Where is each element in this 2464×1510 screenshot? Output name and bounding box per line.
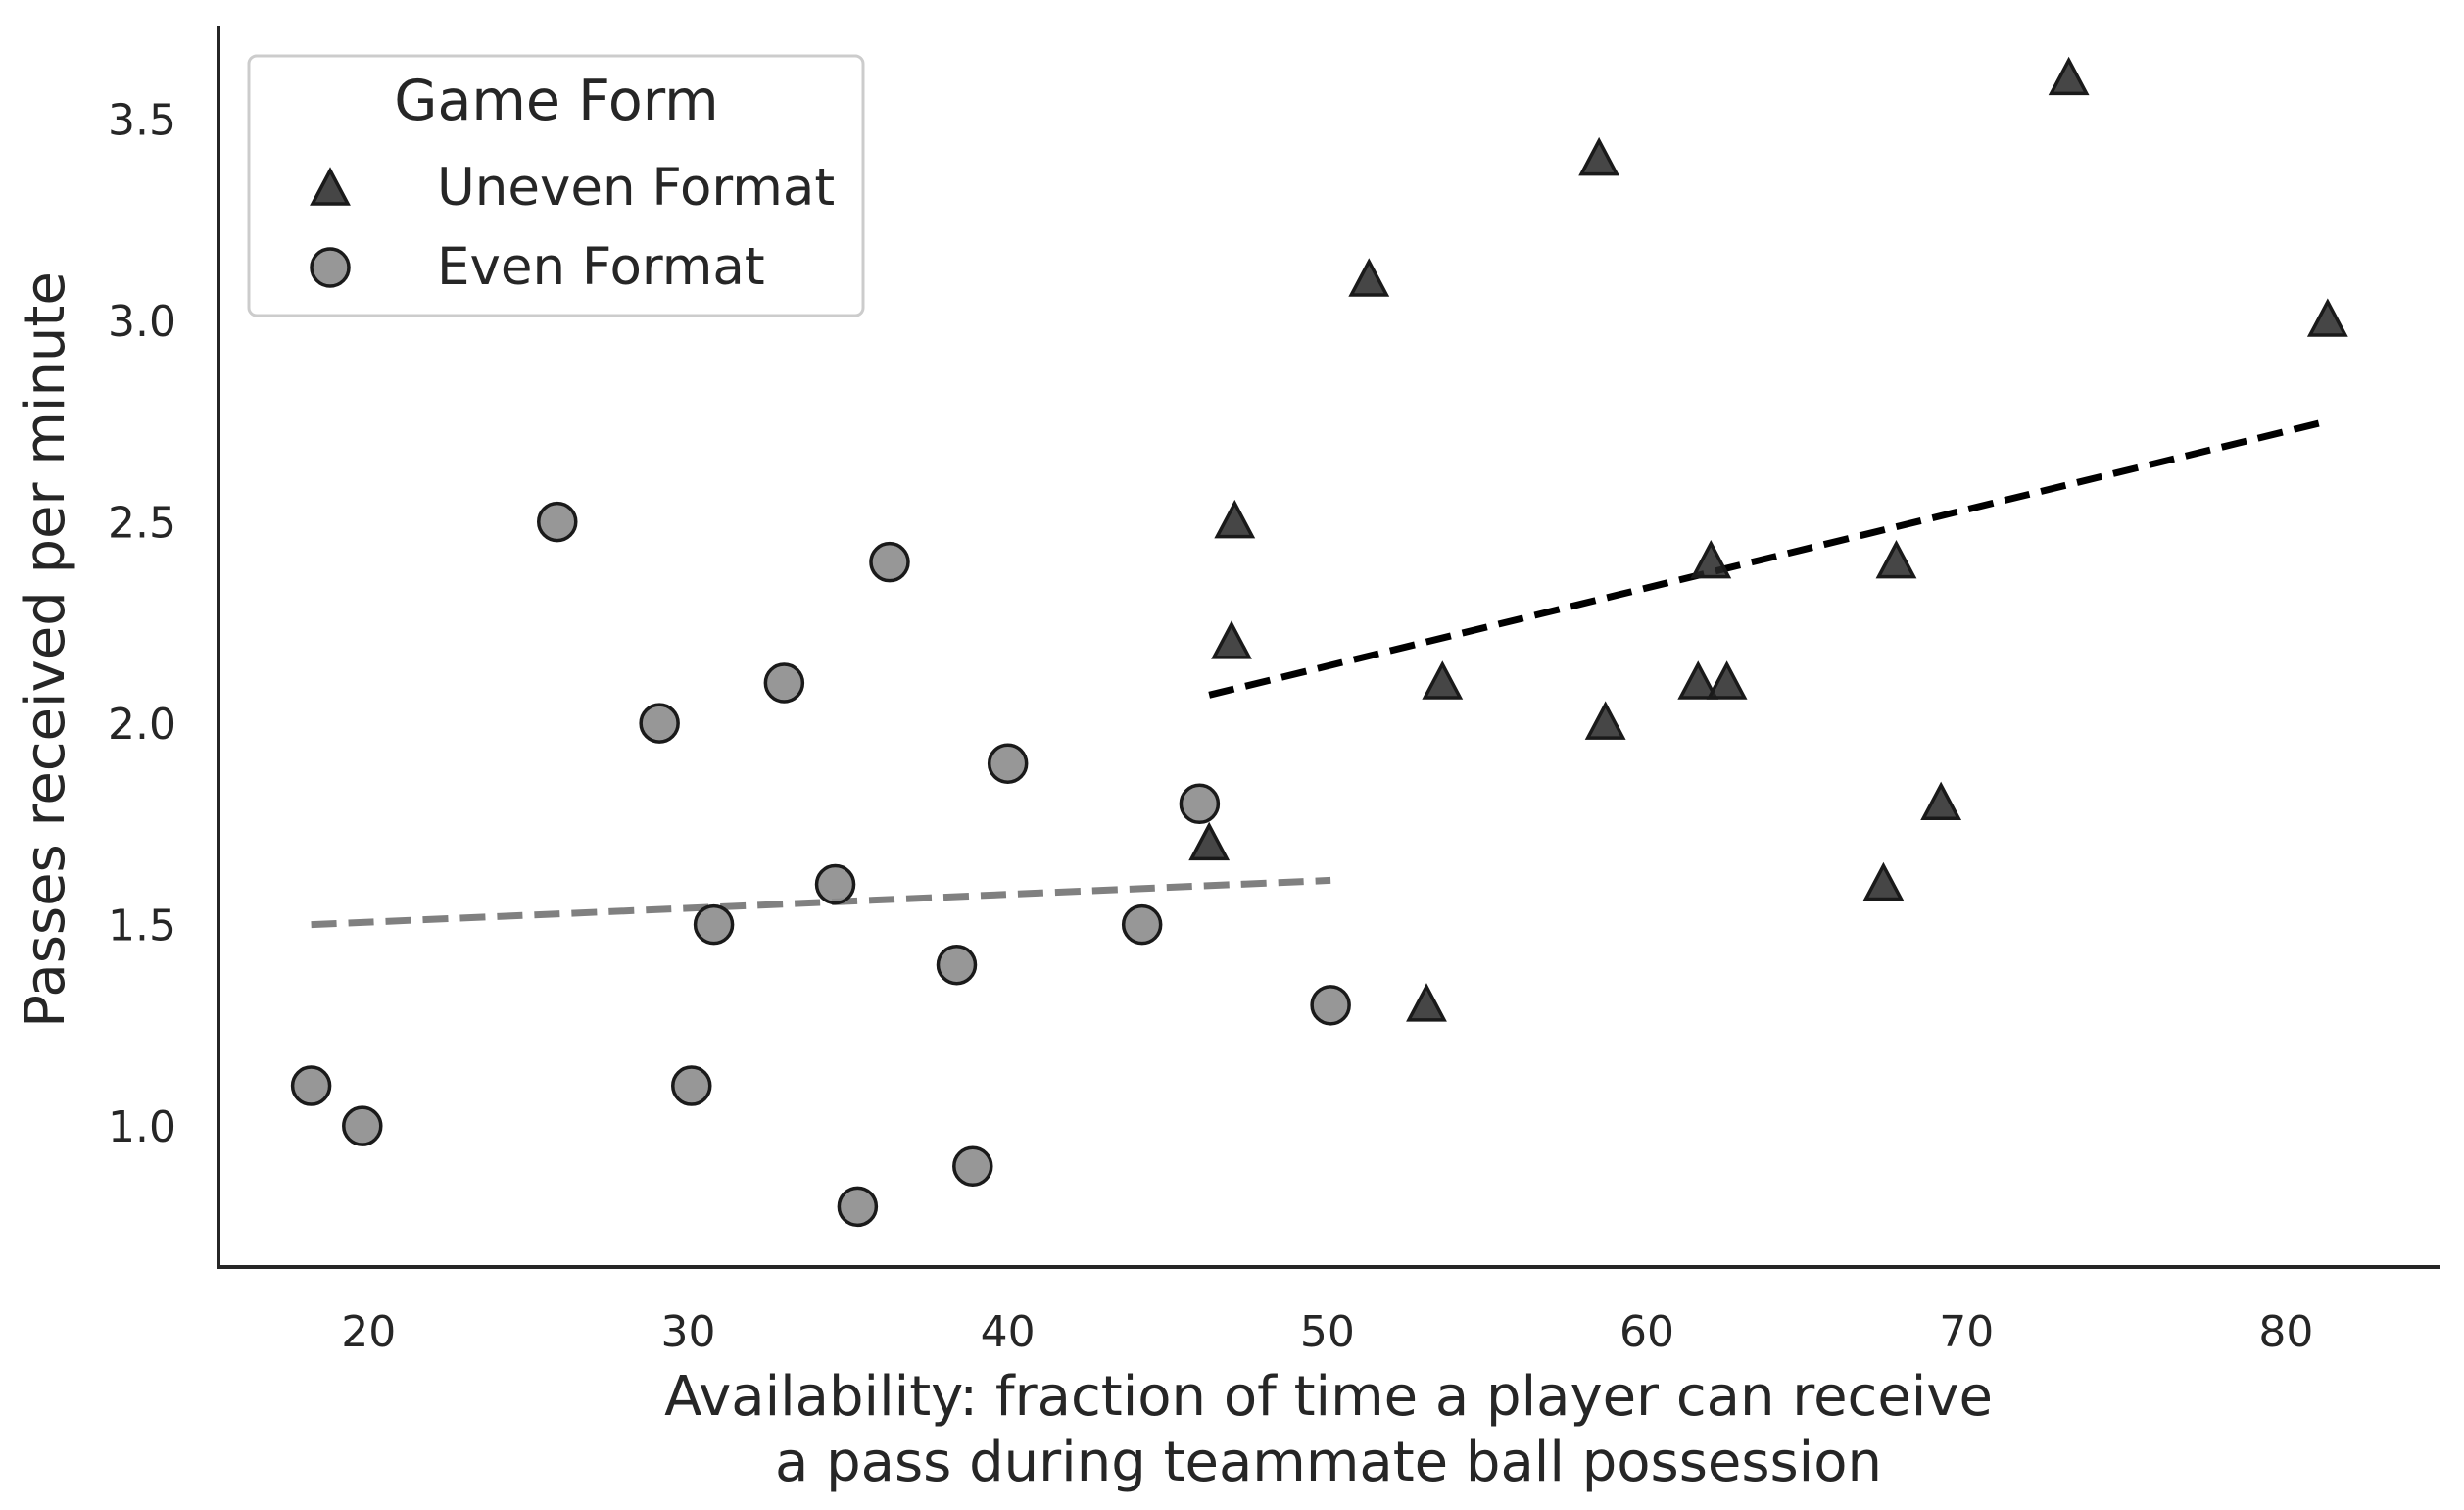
uneven-format-point	[1214, 499, 1256, 539]
x-tick-label: 80	[2258, 1307, 2313, 1357]
uneven-format-point	[2048, 56, 2090, 96]
y-tick-labels: 1.0 1.5 2.0 2.5 3.0 3.5	[108, 96, 176, 1153]
legend-title: Game Form	[394, 69, 718, 133]
even-format-point	[537, 501, 578, 543]
uneven-format-point	[1690, 539, 1732, 579]
even-format-point	[671, 1065, 712, 1106]
y-tick-label: 2.0	[108, 700, 176, 750]
x-tick-label: 60	[1619, 1307, 1674, 1357]
x-tick-label: 50	[1300, 1307, 1355, 1357]
legend: Game Form Uneven Format Even Format	[247, 54, 865, 317]
x-axis-label-line-2: a pass during teammate ball possession	[775, 1431, 1882, 1494]
legend-triangle-marker-icon	[310, 167, 351, 206]
legend-frame	[247, 54, 865, 317]
uneven-format-point	[1211, 620, 1252, 659]
uneven-format-point	[1706, 660, 1748, 700]
y-tick-label: 2.5	[108, 499, 176, 549]
even-format-point	[639, 703, 680, 744]
legend-circle-marker-icon	[310, 247, 351, 288]
data-points	[290, 56, 2348, 1228]
x-tick-labels: 20 30 40 50 60 70 80	[341, 1307, 2313, 1357]
even-format-point	[1179, 783, 1221, 825]
uneven-format-point	[1584, 701, 1626, 740]
x-tick-label: 40	[981, 1307, 1036, 1357]
x-axis-label-line-1: Availability: fraction of time a player …	[664, 1365, 1993, 1429]
uneven-format-point	[2306, 298, 2348, 337]
even-format-point	[1310, 985, 1351, 1026]
even-format-point	[837, 1186, 879, 1228]
y-tick-label: 3.0	[108, 297, 176, 347]
even-format-point	[290, 1065, 332, 1106]
uneven-format-point	[1875, 539, 1917, 579]
uneven-format-point	[1422, 660, 1464, 700]
legend-entry-uneven: Uneven Format	[437, 158, 835, 218]
even-format-point	[763, 662, 805, 704]
x-tick-label: 20	[341, 1307, 396, 1357]
axes	[217, 26, 2440, 1269]
uneven-format-point	[1188, 821, 1231, 861]
uneven-format-point	[1920, 781, 1962, 821]
even-format-point	[952, 1145, 993, 1187]
uneven-format-point	[1677, 660, 1719, 700]
y-tick-label: 1.0	[108, 1102, 176, 1152]
uneven-format-point	[1348, 258, 1390, 297]
uneven-format-point	[1406, 983, 1447, 1022]
y-tick-label: 3.5	[108, 96, 176, 146]
y-axis-label: Passes received per minute	[14, 271, 77, 1028]
even-format-point	[693, 903, 735, 946]
even-format-point	[869, 541, 910, 583]
x-tick-label: 30	[660, 1307, 715, 1357]
uneven-format-point	[1578, 136, 1620, 176]
uneven-trend-line	[1208, 417, 2329, 699]
even-format-point	[814, 863, 856, 905]
legend-entry-even: Even Format	[437, 237, 765, 297]
even-format-point	[987, 743, 1029, 784]
x-tick-label: 70	[1939, 1307, 1994, 1357]
even-format-point	[1121, 903, 1163, 946]
even-format-point	[342, 1105, 383, 1146]
even-format-point	[936, 944, 978, 986]
y-tick-label: 1.5	[108, 901, 176, 951]
uneven-format-point	[1862, 861, 1905, 901]
even-trend-line	[311, 876, 1331, 929]
trend-lines	[311, 417, 2329, 929]
